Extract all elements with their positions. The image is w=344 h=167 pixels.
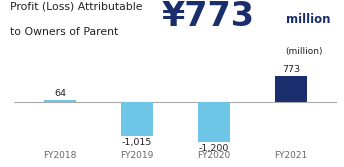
- Text: FY2021: FY2021: [274, 151, 308, 160]
- Text: million: million: [286, 13, 330, 26]
- Text: FY2020: FY2020: [197, 151, 230, 160]
- Text: 773: 773: [282, 65, 300, 74]
- Text: (million): (million): [286, 47, 323, 56]
- Text: to Owners of Parent: to Owners of Parent: [10, 27, 119, 37]
- Text: 64: 64: [54, 89, 66, 98]
- Text: -1,015: -1,015: [122, 138, 152, 147]
- Bar: [198, 102, 230, 142]
- Bar: [275, 76, 307, 102]
- Text: FY2018: FY2018: [43, 151, 77, 160]
- Text: Profit (Loss) Attributable: Profit (Loss) Attributable: [10, 2, 143, 12]
- Bar: [44, 100, 76, 102]
- Text: -1,200: -1,200: [199, 144, 229, 153]
- Text: FY2019: FY2019: [120, 151, 154, 160]
- Text: ¥773: ¥773: [162, 0, 255, 33]
- Bar: [121, 102, 153, 136]
